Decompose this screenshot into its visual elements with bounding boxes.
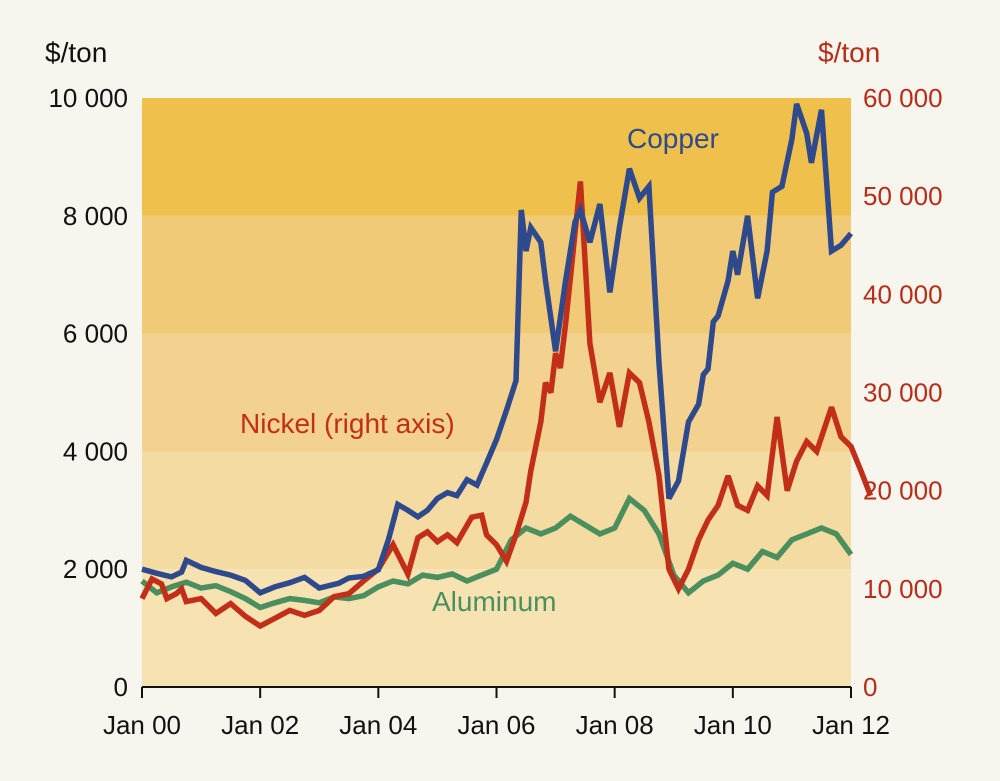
right-tick-label: 60 000 <box>863 83 943 113</box>
series-label-copper: Copper <box>627 123 719 154</box>
x-tick-label: Jan 02 <box>221 710 299 740</box>
series-label-aluminum: Aluminum <box>432 586 556 617</box>
band-4 <box>142 98 851 216</box>
x-tick-label: Jan 06 <box>457 710 535 740</box>
right-tick-label: 40 000 <box>863 279 943 309</box>
band-3 <box>142 215 851 334</box>
series-label-nickel: Nickel (right axis) <box>240 408 455 439</box>
x-tick-label: Jan 08 <box>576 710 654 740</box>
left-tick-label: 0 <box>114 672 128 702</box>
series-lines <box>139 103 874 630</box>
x-tick-label: Jan 00 <box>103 710 181 740</box>
x-tick-label: Jan 12 <box>812 710 890 740</box>
left-tick-label: 10 000 <box>48 83 128 113</box>
labels: Copper Nickel (right axis) Aluminum <box>240 123 719 617</box>
right-axis-unit: $/ton <box>818 37 880 68</box>
right-tick-label: 20 000 <box>863 476 943 506</box>
x-tick-label: Jan 10 <box>694 710 772 740</box>
left-tick-label: 2 000 <box>63 554 128 584</box>
series-nickel-line <box>139 181 874 630</box>
left-tick-label: 4 000 <box>63 436 128 466</box>
right-tick-label: 10 000 <box>863 574 943 604</box>
axes: 0 2 000 4 000 6 000 8 000 10 000 0 10 000 20 000… <box>45 37 943 740</box>
left-tick-label: 8 000 <box>63 201 128 231</box>
series-copper-line <box>141 103 854 596</box>
x-tick-label: Jan 04 <box>339 710 417 740</box>
left-tick-label: 6 000 <box>63 319 128 349</box>
series-aluminum-line <box>140 494 854 611</box>
right-tick-label: 30 000 <box>863 378 943 408</box>
right-tick-label: 0 <box>863 672 877 702</box>
left-axis-unit: $/ton <box>45 37 107 68</box>
background-bands <box>142 98 851 687</box>
right-tick-label: 50 000 <box>863 181 943 211</box>
